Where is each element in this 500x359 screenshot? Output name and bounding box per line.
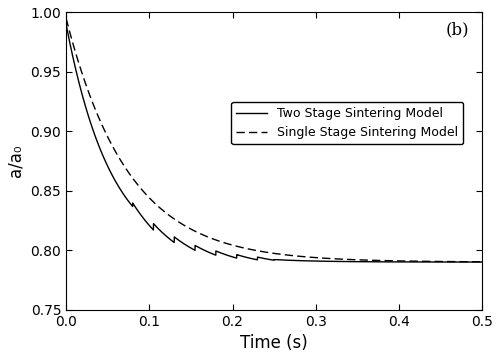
- Two Stage Sintering Model: [334, 259, 340, 264]
- Single Stage Sintering Model: [312, 256, 318, 260]
- Single Stage Sintering Model: [374, 258, 380, 262]
- Text: (b): (b): [446, 21, 469, 38]
- X-axis label: Time (s): Time (s): [240, 334, 308, 352]
- Line: Two Stage Sintering Model: Two Stage Sintering Model: [66, 24, 482, 262]
- Single Stage Sintering Model: [222, 241, 228, 245]
- Two Stage Sintering Model: [479, 260, 485, 264]
- Line: Single Stage Sintering Model: Single Stage Sintering Model: [66, 18, 482, 262]
- Single Stage Sintering Model: [479, 260, 485, 264]
- Two Stage Sintering Model: [312, 259, 318, 263]
- Single Stage Sintering Model: [334, 257, 340, 261]
- Two Stage Sintering Model: [138, 214, 144, 218]
- Two Stage Sintering Model: [222, 252, 228, 257]
- Two Stage Sintering Model: [63, 22, 69, 27]
- Single Stage Sintering Model: [63, 16, 69, 20]
- Two Stage Sintering Model: [405, 260, 411, 264]
- Single Stage Sintering Model: [405, 259, 411, 263]
- Single Stage Sintering Model: [138, 187, 144, 192]
- Two Stage Sintering Model: [374, 260, 380, 264]
- Legend: Two Stage Sintering Model, Single Stage Sintering Model: Two Stage Sintering Model, Single Stage …: [231, 102, 464, 144]
- Y-axis label: a/a₀: a/a₀: [7, 145, 25, 177]
